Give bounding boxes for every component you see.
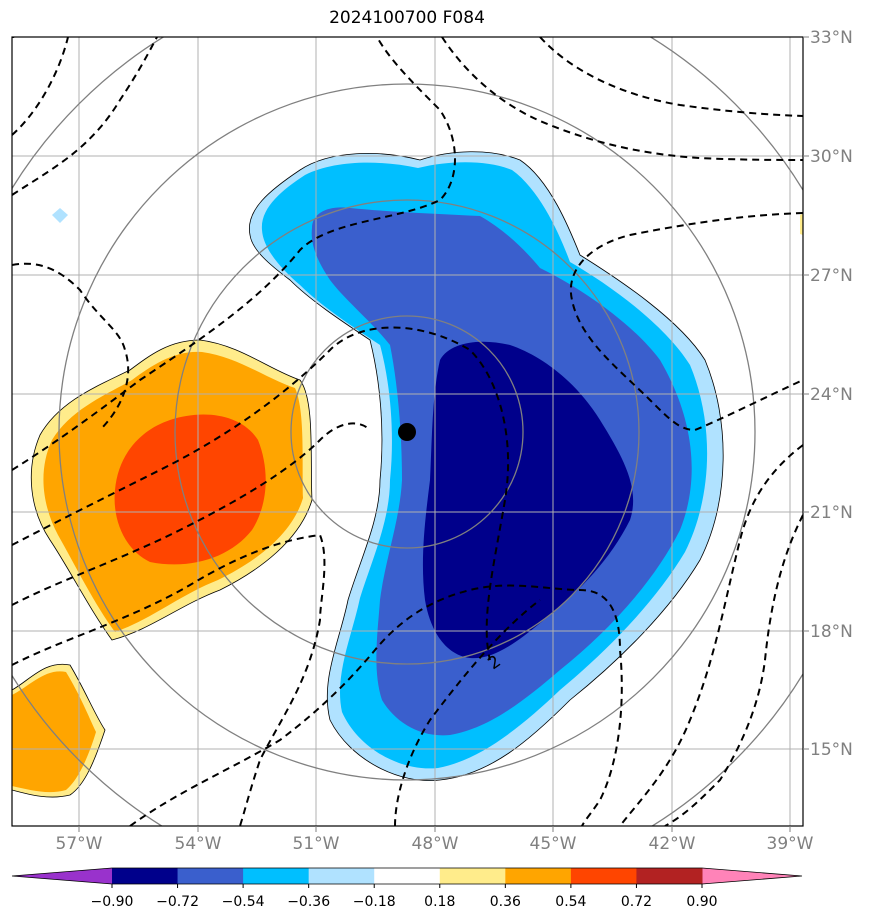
colorbar-cell xyxy=(570,868,637,884)
colorbar-cell xyxy=(308,868,375,884)
cool-anomaly xyxy=(249,151,724,781)
lat-label-21n: 21°N xyxy=(810,503,853,523)
colorbar-cell xyxy=(374,868,441,884)
lat-label-27n: 27°N xyxy=(810,266,853,286)
colorbar xyxy=(11,867,803,888)
lat-label-18n: 18°N xyxy=(810,622,853,642)
colorbar-cell xyxy=(505,868,572,884)
dashed-contours xyxy=(12,37,803,826)
colorbar-extend-high xyxy=(702,868,802,884)
colorbar-tick-label: 0.90 xyxy=(686,894,718,910)
lon-label-57w: 57°W xyxy=(55,834,103,854)
lat-label-15n: 15°N xyxy=(810,740,853,760)
warm-anomaly-southwest xyxy=(12,664,105,798)
lon-label-48w: 48°W xyxy=(411,834,459,854)
map-title: 2024100700 F084 xyxy=(329,8,485,28)
lat-lon-grid xyxy=(12,37,803,826)
lon-label-42w: 42°W xyxy=(648,834,696,854)
colorbar-cell xyxy=(439,868,506,884)
small-warm-patch-east xyxy=(800,213,803,235)
lon-label-39w: 39°W xyxy=(766,834,814,854)
colorbar-cell xyxy=(112,868,179,884)
lat-label-33n: 33°N xyxy=(810,28,853,48)
axis-ticks xyxy=(78,36,809,832)
colorbar-tick-label: −0.18 xyxy=(352,894,396,910)
lat-label-30n: 30°N xyxy=(810,147,853,167)
colorbar-tick-label: 0.54 xyxy=(555,894,587,910)
lon-label-51w: 51°W xyxy=(292,834,340,854)
lon-label-45w: 45°W xyxy=(529,834,577,854)
colorbar-tick-label: −0.54 xyxy=(221,894,265,910)
storm-center-dot xyxy=(398,423,416,441)
colorbar-extend-low xyxy=(12,868,112,884)
colorbar-tick-label: −0.90 xyxy=(90,894,134,910)
anomaly-outline xyxy=(12,151,724,798)
range-rings xyxy=(12,37,803,826)
colorbar-cell xyxy=(243,868,310,884)
colorbar-tick-label: 0.36 xyxy=(489,894,521,910)
lon-label-54w: 54°W xyxy=(174,834,222,854)
colorbar-tick-label: −0.72 xyxy=(156,894,199,910)
colorbar-tick-label: 0.72 xyxy=(620,894,653,910)
map-frame xyxy=(11,36,804,827)
colorbar-tick-label: 0.18 xyxy=(424,894,456,910)
colorbar-cell xyxy=(177,868,244,884)
lat-label-24n: 24°N xyxy=(810,385,853,405)
colorbar-tick-label: −0.36 xyxy=(287,894,331,910)
colorbar-cell xyxy=(636,868,703,884)
small-cool-patch xyxy=(52,208,68,223)
